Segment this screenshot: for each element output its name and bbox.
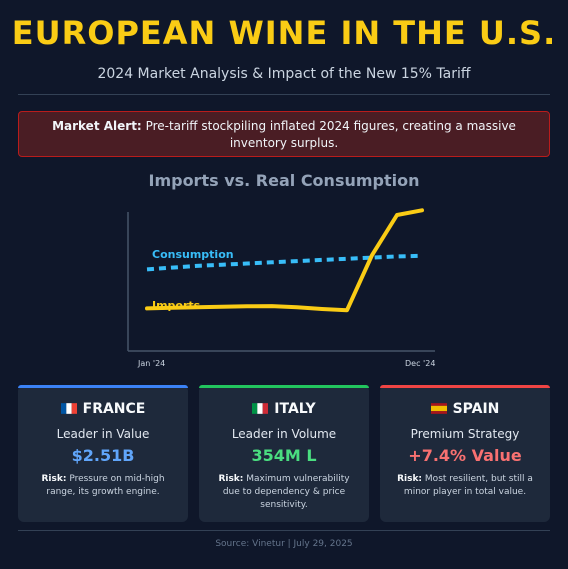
card-value: $2.51B [71,446,135,465]
source-footer: Source: Vinetur | July 29, 2025 [215,539,353,549]
card-role: Premium Strategy [410,427,520,441]
card-country: SPAIN [452,401,500,417]
risk-label: Risk: [41,474,67,484]
series-line-consumption [146,253,423,272]
france-flag-icon [60,403,77,414]
footer-divider [18,530,550,531]
card-value: +7.4% Value [408,446,522,465]
spain-flag-icon [430,403,447,414]
italy-flag-icon [252,403,269,414]
card-country: FRANCE [82,401,146,417]
card-country: ITALY [274,401,316,417]
card-country-row: FRANCE [18,399,188,419]
series-line-imports [145,208,424,313]
series-label-imports: Imports [152,299,201,312]
market-alert: Market Alert: Pre-tariff stockpiling inf… [18,111,550,157]
header-divider [18,94,550,95]
card-country-row: ITALY [199,399,369,419]
card-role: Leader in Value [56,427,150,441]
alert-label: Market Alert: [52,119,142,133]
card-risk: Risk: Maximum vulnerability due to depen… [209,473,359,512]
card-accent [18,385,188,388]
risk-text: Pressure on mid-high range, its growth e… [46,474,165,497]
risk-label: Risk: [397,474,423,484]
alert-text: Pre-tariff stockpiling inflated 2024 fig… [145,119,516,150]
card-italy: ITALY Leader in Volume 354M L Risk: Maxi… [199,385,369,522]
card-value: 354M L [251,446,317,465]
page-title: EUROPEAN WINE IN THE U.S. [11,14,557,52]
line-chart: Consumption Imports Jan '24 Dec '24 [127,208,435,368]
series-layer [145,208,424,313]
series-label-consumption: Consumption [152,248,234,261]
card-spain: SPAIN Premium Strategy +7.4% Value Risk:… [380,385,550,522]
risk-text: Most resilient, but still a minor player… [403,474,533,497]
x-tick-label-end: Dec '24 [405,359,435,368]
card-accent [380,385,550,388]
page-subtitle: 2024 Market Analysis & Impact of the New… [97,66,471,82]
card-risk: Risk: Most resilient, but still a minor … [390,473,540,499]
risk-label: Risk: [218,474,244,484]
card-risk: Risk: Pressure on mid-high range, its gr… [28,473,178,499]
chart-title: Imports vs. Real Consumption [148,171,420,190]
card-accent [199,385,369,388]
card-france: FRANCE Leader in Value $2.51B Risk: Pres… [18,385,188,522]
risk-text: Maximum vulnerability due to dependency … [222,474,350,510]
card-role: Leader in Volume [231,427,337,441]
card-country-row: SPAIN [380,399,550,419]
x-tick-label-start: Jan '24 [137,359,165,368]
